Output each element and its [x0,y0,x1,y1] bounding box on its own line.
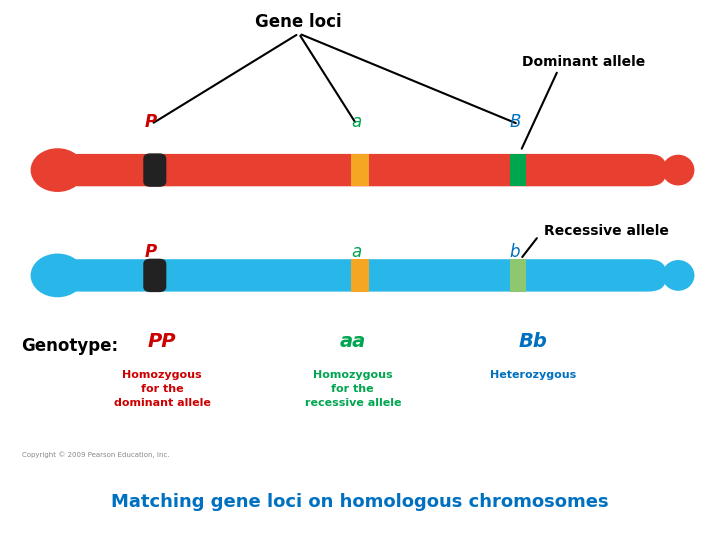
Text: PP: PP [148,332,176,351]
Text: Matching gene loci on homologous chromosomes: Matching gene loci on homologous chromos… [111,493,609,511]
Text: Homozygous
for the
recessive allele: Homozygous for the recessive allele [305,370,401,408]
Text: Copyright © 2009 Pearson Education, Inc.: Copyright © 2009 Pearson Education, Inc. [22,451,169,458]
Ellipse shape [30,253,85,297]
FancyBboxPatch shape [61,259,666,292]
Bar [510,259,526,292]
Ellipse shape [30,148,85,192]
Text: b: b [510,243,520,261]
Text: P: P [145,113,157,131]
Text: Recessive allele: Recessive allele [544,224,668,238]
Text: Bb: Bb [518,332,547,351]
Ellipse shape [662,260,695,291]
Text: P: P [145,243,157,261]
Text: Dominant allele: Dominant allele [521,55,645,69]
Text: aa: aa [340,332,366,351]
FancyBboxPatch shape [61,154,666,186]
Ellipse shape [662,154,695,186]
Text: Genotype:: Genotype: [22,336,119,355]
Text: a: a [351,113,361,131]
Bar [351,154,369,186]
Text: Heterozygous: Heterozygous [490,370,576,380]
Text: a: a [351,243,361,261]
Bar [351,259,369,292]
Bar [510,154,526,186]
FancyBboxPatch shape [143,153,166,187]
Text: B: B [509,113,521,131]
FancyBboxPatch shape [143,259,166,292]
Text: Gene loci: Gene loci [256,12,342,31]
Text: Homozygous
for the
dominant allele: Homozygous for the dominant allele [114,370,210,408]
